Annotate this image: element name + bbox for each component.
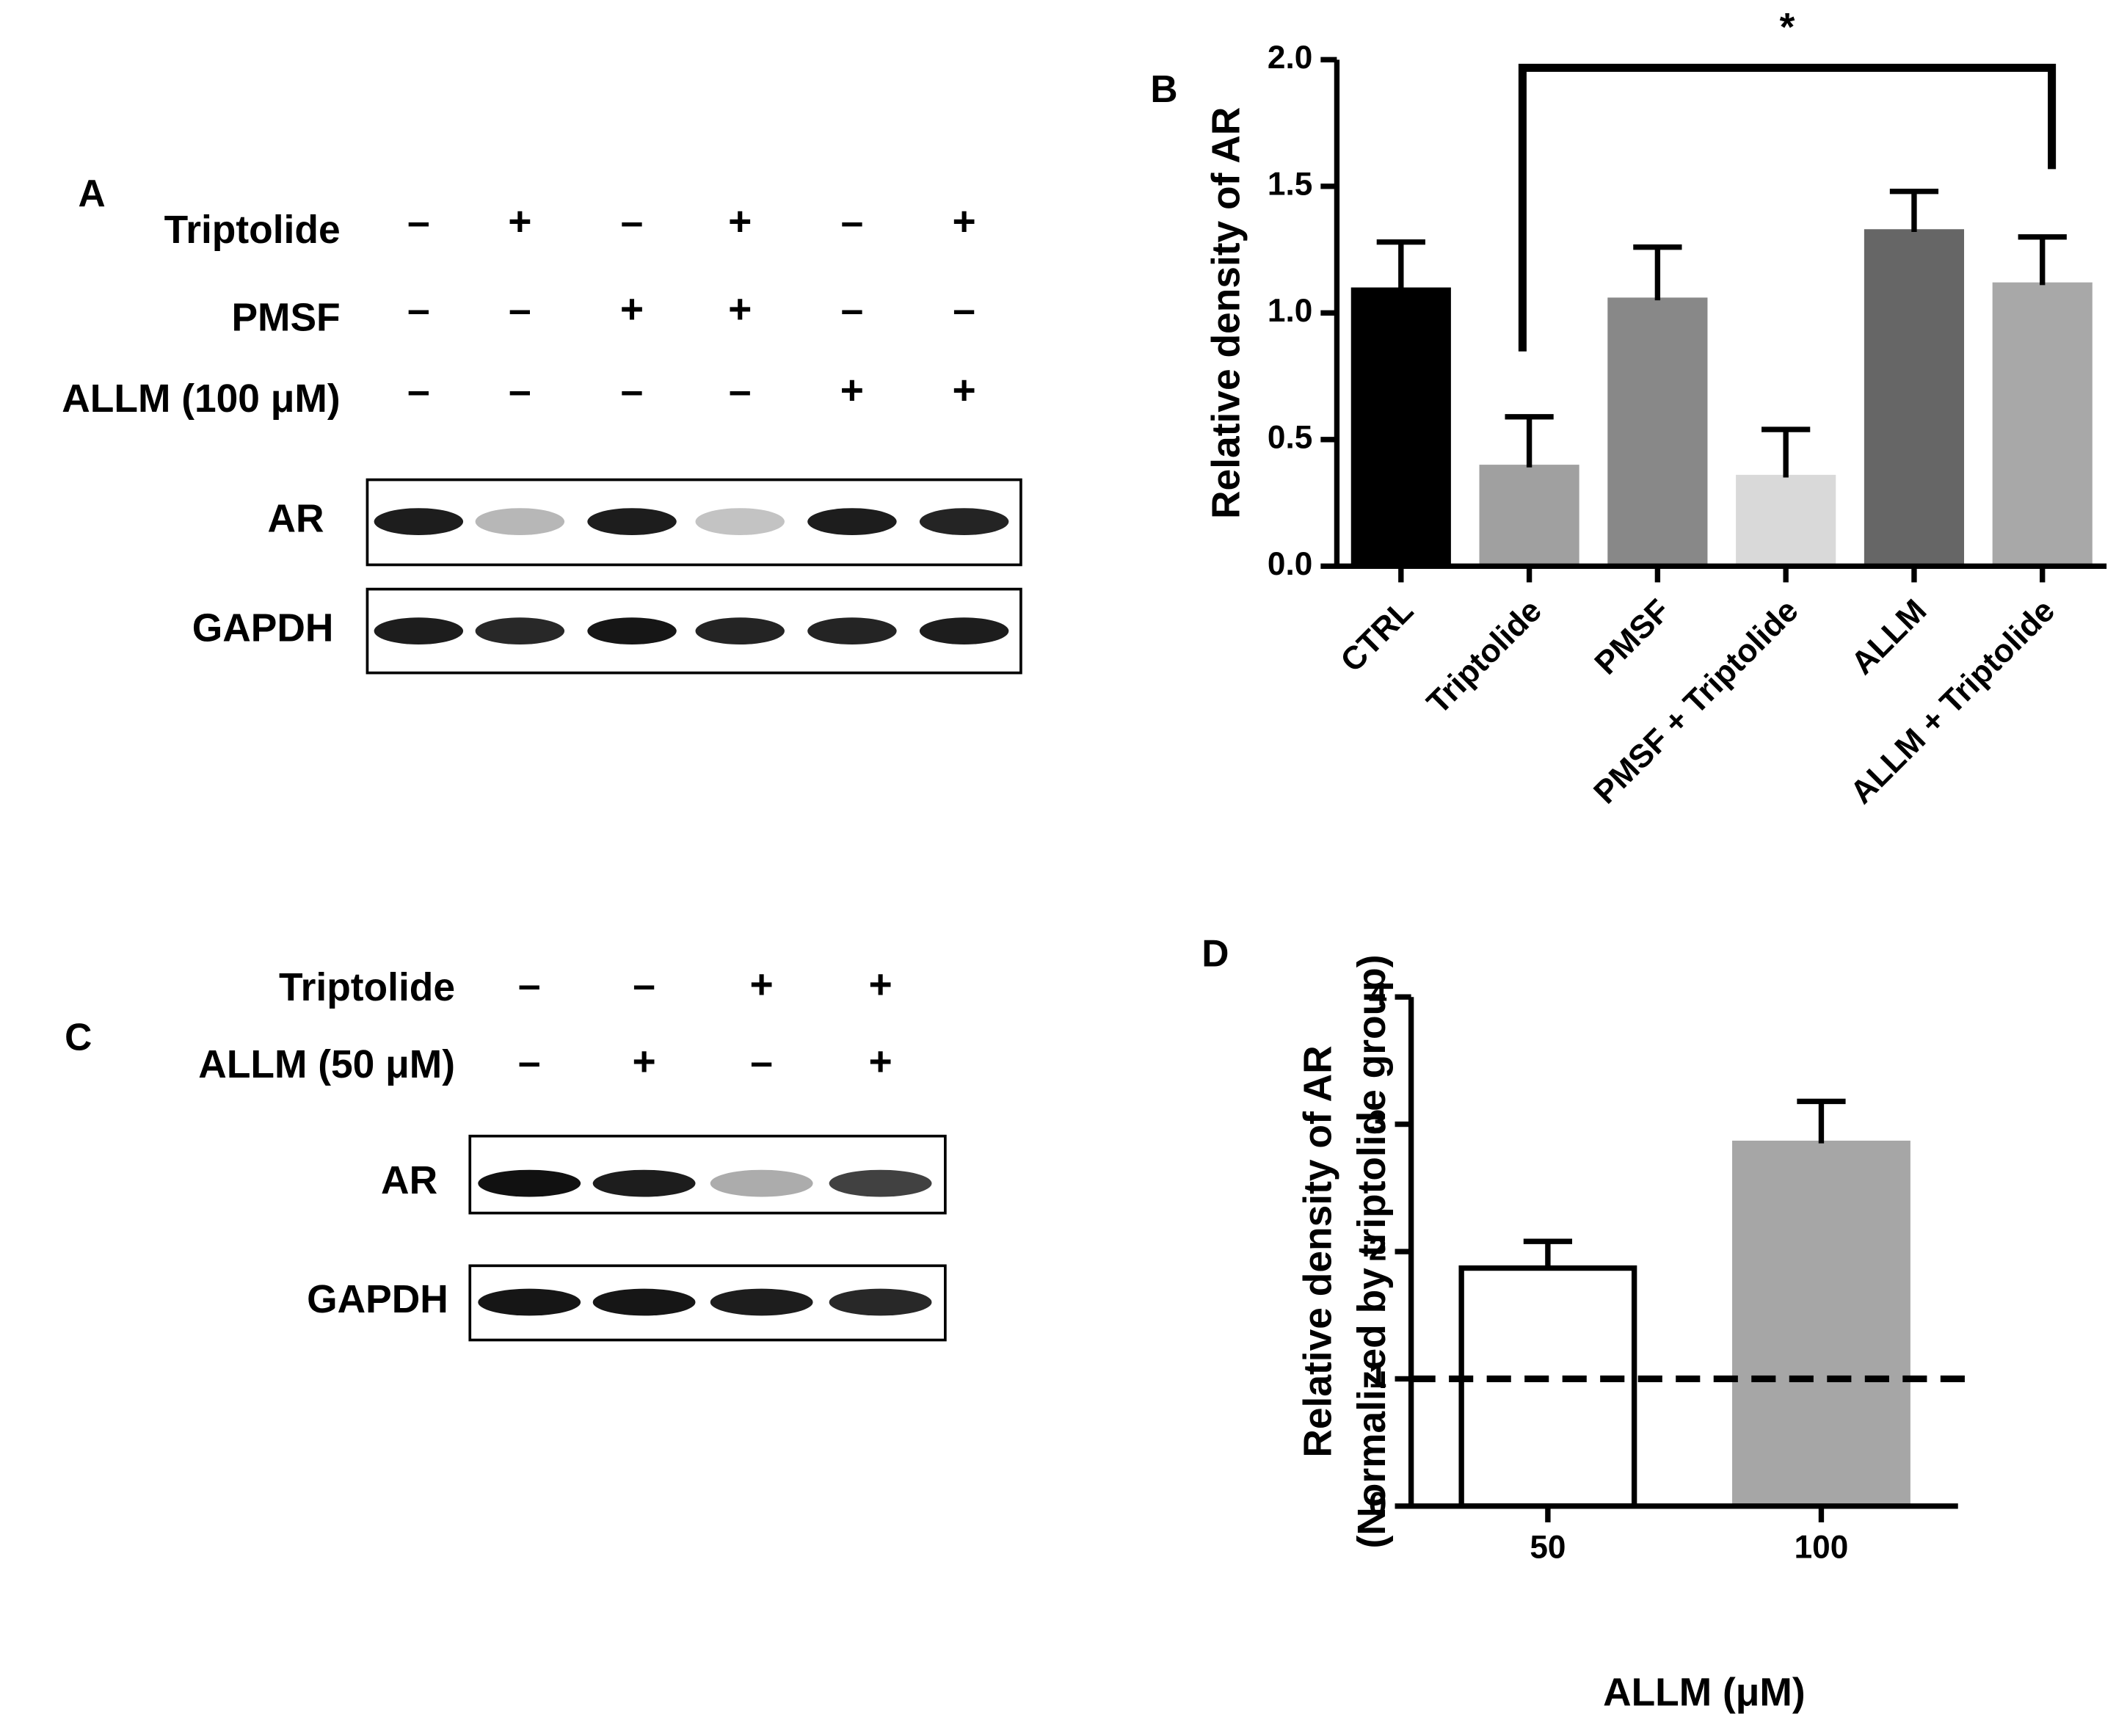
- band: [592, 1169, 696, 1197]
- condition-sign: +: [728, 286, 752, 332]
- y-tick-label: 0.0: [1268, 546, 1312, 582]
- band: [475, 508, 565, 535]
- bar: [1458, 1265, 1637, 1509]
- band: [587, 508, 677, 535]
- condition-label: Triptolide: [279, 966, 455, 1009]
- panel-label: A: [79, 172, 106, 214]
- y-axis-label: Relative density of AR: [1296, 1045, 1339, 1457]
- band: [475, 617, 565, 645]
- y-tick-label: 2: [1369, 1232, 1387, 1268]
- band: [710, 1169, 813, 1197]
- band: [829, 1288, 932, 1316]
- band: [374, 508, 464, 535]
- condition-sign: +: [632, 1039, 655, 1084]
- blot-frame: [366, 478, 1022, 567]
- band: [478, 1169, 581, 1197]
- band: [695, 617, 785, 645]
- condition-sign: –: [518, 1039, 541, 1084]
- band: [829, 1169, 932, 1197]
- band-label: AR: [381, 1159, 437, 1202]
- bar: [1479, 465, 1579, 569]
- condition-sign: –: [633, 962, 655, 1007]
- band: [807, 617, 897, 645]
- condition-sign: +: [508, 198, 531, 244]
- band-label: AR: [268, 498, 324, 541]
- condition-sign: –: [509, 286, 531, 332]
- x-tick-label: 100: [1795, 1529, 1849, 1565]
- condition-sign: –: [750, 1039, 773, 1084]
- y-tick-label: 0: [1369, 1486, 1387, 1522]
- y-tick-label: 2.0: [1268, 40, 1312, 76]
- y-tick-label: 1.5: [1268, 167, 1312, 203]
- y-axis-label: Relative density of AR: [1204, 107, 1248, 519]
- x-axis-label: ALLM (μM): [1603, 1671, 1806, 1714]
- condition-sign: –: [407, 198, 430, 244]
- condition-sign: +: [953, 198, 976, 244]
- condition-sign: –: [841, 286, 864, 332]
- y-axis-label: (Normalized by triptolide group): [1350, 954, 1394, 1548]
- band: [919, 617, 1009, 645]
- band: [587, 617, 677, 645]
- condition-sign: –: [407, 367, 430, 413]
- condition-label: Triptolide: [164, 208, 341, 252]
- condition-label: ALLM (50 μM): [198, 1043, 455, 1086]
- condition-sign: +: [728, 198, 752, 244]
- y-tick-label: 0.5: [1268, 419, 1312, 455]
- band: [710, 1288, 813, 1316]
- condition-sign: –: [407, 286, 430, 332]
- y-tick-label: 1: [1369, 1359, 1387, 1395]
- condition-sign: –: [621, 198, 644, 244]
- condition-label: PMSF: [231, 297, 340, 340]
- band: [478, 1288, 581, 1316]
- bar: [1607, 297, 1708, 569]
- bar: [1992, 282, 2093, 569]
- condition-sign: –: [953, 286, 975, 332]
- condition-sign: +: [868, 1039, 892, 1084]
- band: [919, 508, 1009, 535]
- significance-label: *: [1780, 6, 1795, 49]
- band-label: GAPDH: [307, 1278, 448, 1321]
- y-tick-label: 1.0: [1268, 293, 1312, 329]
- x-tick-label: 50: [1530, 1529, 1566, 1565]
- significance-bracket: [1518, 63, 2057, 352]
- bar: [1736, 474, 1836, 569]
- panel-label: C: [65, 1016, 92, 1058]
- panel-label: D: [1201, 932, 1229, 975]
- condition-sign: –: [509, 367, 531, 413]
- condition-sign: –: [621, 367, 644, 413]
- condition-sign: +: [620, 286, 644, 332]
- condition-sign: +: [750, 962, 774, 1007]
- condition-sign: –: [518, 962, 541, 1007]
- condition-sign: +: [840, 367, 864, 413]
- panel-label: B: [1150, 68, 1177, 110]
- band: [695, 508, 785, 535]
- condition-sign: –: [841, 198, 864, 244]
- band-label: GAPDH: [192, 607, 334, 650]
- condition-sign: +: [953, 367, 976, 413]
- bar: [1732, 1140, 1910, 1509]
- y-tick-label: 4: [1369, 977, 1387, 1013]
- bar: [1350, 287, 1451, 569]
- condition-label: ALLM (100 μM): [62, 377, 340, 421]
- band: [374, 617, 464, 645]
- condition-sign: +: [868, 962, 892, 1007]
- condition-sign: –: [729, 367, 752, 413]
- band: [592, 1288, 696, 1316]
- y-tick-label: 3: [1369, 1104, 1387, 1140]
- band: [807, 508, 897, 535]
- bar: [1864, 229, 1965, 569]
